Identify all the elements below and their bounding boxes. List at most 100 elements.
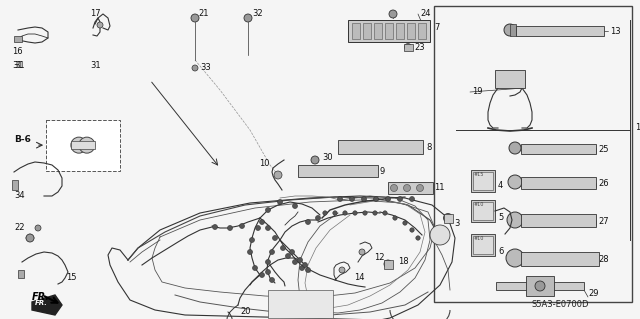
Circle shape	[35, 225, 41, 231]
Circle shape	[323, 211, 327, 215]
Text: 27: 27	[598, 218, 609, 226]
Bar	[510, 24, 516, 36]
Bar	[516, 26, 604, 36]
Text: 19: 19	[472, 87, 483, 97]
Text: 1: 1	[635, 123, 640, 132]
Bar	[496, 282, 584, 290]
Text: 13: 13	[610, 27, 621, 36]
Text: 21: 21	[198, 10, 209, 19]
Bar	[268, 290, 333, 318]
Circle shape	[406, 143, 414, 151]
Circle shape	[349, 197, 355, 202]
Bar	[298, 165, 378, 177]
Circle shape	[212, 225, 218, 229]
Text: 26: 26	[598, 180, 609, 189]
Circle shape	[248, 249, 253, 255]
Circle shape	[367, 143, 375, 151]
Circle shape	[192, 65, 198, 71]
Circle shape	[316, 167, 323, 174]
Text: 17: 17	[90, 10, 100, 19]
Text: #15: #15	[474, 172, 484, 177]
Text: 4: 4	[498, 182, 503, 190]
Circle shape	[305, 268, 310, 272]
Text: 7: 7	[434, 24, 440, 33]
Bar	[18, 270, 24, 278]
Circle shape	[337, 197, 342, 202]
Circle shape	[374, 197, 378, 202]
Text: 22: 22	[14, 224, 24, 233]
Text: 5: 5	[498, 213, 503, 222]
Bar	[471, 200, 495, 222]
Text: 24: 24	[420, 10, 431, 19]
Circle shape	[354, 143, 362, 151]
Circle shape	[403, 184, 410, 191]
Bar	[495, 70, 525, 88]
Text: 32: 32	[252, 10, 262, 19]
Circle shape	[266, 207, 271, 212]
Circle shape	[301, 167, 308, 174]
Bar	[384, 260, 393, 269]
Circle shape	[239, 224, 244, 228]
Circle shape	[285, 254, 291, 258]
Text: 20: 20	[240, 308, 250, 316]
Bar	[473, 236, 493, 254]
Circle shape	[71, 137, 87, 153]
Text: 23: 23	[414, 43, 424, 53]
Circle shape	[372, 211, 377, 215]
Bar	[352, 23, 360, 39]
Text: 9: 9	[380, 167, 385, 176]
Circle shape	[311, 156, 319, 164]
Circle shape	[280, 246, 285, 250]
Circle shape	[358, 167, 365, 174]
Text: 6: 6	[498, 248, 504, 256]
Circle shape	[362, 197, 367, 202]
Circle shape	[383, 211, 387, 215]
Text: 31: 31	[90, 62, 100, 70]
Circle shape	[397, 197, 403, 202]
Circle shape	[227, 226, 232, 231]
Circle shape	[506, 249, 524, 267]
Text: 31: 31	[12, 62, 22, 70]
Bar	[407, 23, 415, 39]
Circle shape	[504, 24, 516, 36]
Text: 10: 10	[259, 159, 270, 167]
Bar	[385, 23, 393, 39]
Text: 34: 34	[14, 191, 24, 201]
Bar	[434, 6, 632, 302]
Bar	[473, 202, 493, 220]
Circle shape	[273, 235, 278, 241]
Circle shape	[509, 142, 521, 154]
Circle shape	[316, 216, 321, 220]
Bar	[338, 140, 423, 154]
Circle shape	[385, 197, 390, 202]
Circle shape	[300, 265, 305, 271]
Text: 31: 31	[14, 62, 24, 70]
Circle shape	[343, 211, 347, 215]
Bar	[388, 182, 433, 194]
Circle shape	[444, 213, 452, 222]
Text: 3: 3	[454, 219, 460, 228]
Text: FR.: FR.	[35, 300, 48, 306]
Bar	[473, 172, 493, 190]
Circle shape	[404, 43, 412, 50]
Circle shape	[417, 184, 424, 191]
Circle shape	[250, 238, 255, 242]
Circle shape	[303, 263, 307, 268]
Bar	[521, 252, 599, 266]
Bar	[363, 23, 371, 39]
Bar	[46, 120, 120, 171]
Bar	[418, 23, 426, 39]
Bar	[14, 36, 22, 42]
Circle shape	[393, 216, 397, 220]
Circle shape	[191, 14, 199, 22]
Circle shape	[266, 259, 271, 264]
Polygon shape	[32, 295, 62, 315]
Text: 8: 8	[426, 144, 431, 152]
Text: 25: 25	[598, 145, 609, 154]
Circle shape	[266, 270, 271, 275]
Circle shape	[292, 204, 298, 209]
Circle shape	[278, 199, 282, 204]
Bar	[471, 170, 495, 192]
Circle shape	[416, 236, 420, 240]
Circle shape	[359, 249, 365, 255]
